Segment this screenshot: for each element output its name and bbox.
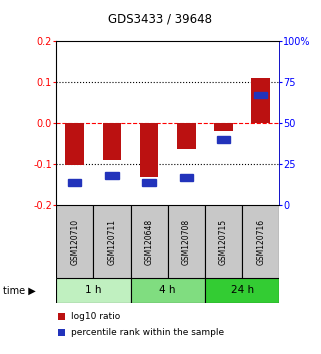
Text: GSM120711: GSM120711 [108,219,117,264]
Bar [251,78,270,123]
Bar [68,179,82,185]
Bar [56,205,93,278]
Text: GSM120710: GSM120710 [70,218,79,265]
Text: percentile rank within the sample: percentile rank within the sample [71,328,224,337]
Bar [131,205,168,278]
Text: GSM120716: GSM120716 [256,218,265,265]
Bar [214,123,233,131]
Bar [143,179,156,185]
Bar [242,205,279,278]
Text: GSM120715: GSM120715 [219,218,228,265]
Text: 1 h: 1 h [85,285,102,295]
Text: GSM120708: GSM120708 [182,218,191,265]
Bar [56,278,131,303]
Bar [105,172,119,179]
Bar [168,205,205,278]
Bar [131,278,205,303]
Text: log10 ratio: log10 ratio [71,312,120,321]
Text: 4 h: 4 h [160,285,176,295]
Bar [217,136,230,143]
Text: GSM120648: GSM120648 [145,218,154,265]
Text: GDS3433 / 39648: GDS3433 / 39648 [108,13,213,26]
Bar [205,205,242,278]
Bar [65,123,84,165]
Text: 24 h: 24 h [230,285,254,295]
Bar [93,205,131,278]
Text: time ▶: time ▶ [3,285,36,295]
Bar [205,278,279,303]
Bar [103,123,121,160]
Bar [180,174,193,181]
Bar [140,123,159,177]
Bar [254,92,267,98]
Bar [177,123,195,149]
